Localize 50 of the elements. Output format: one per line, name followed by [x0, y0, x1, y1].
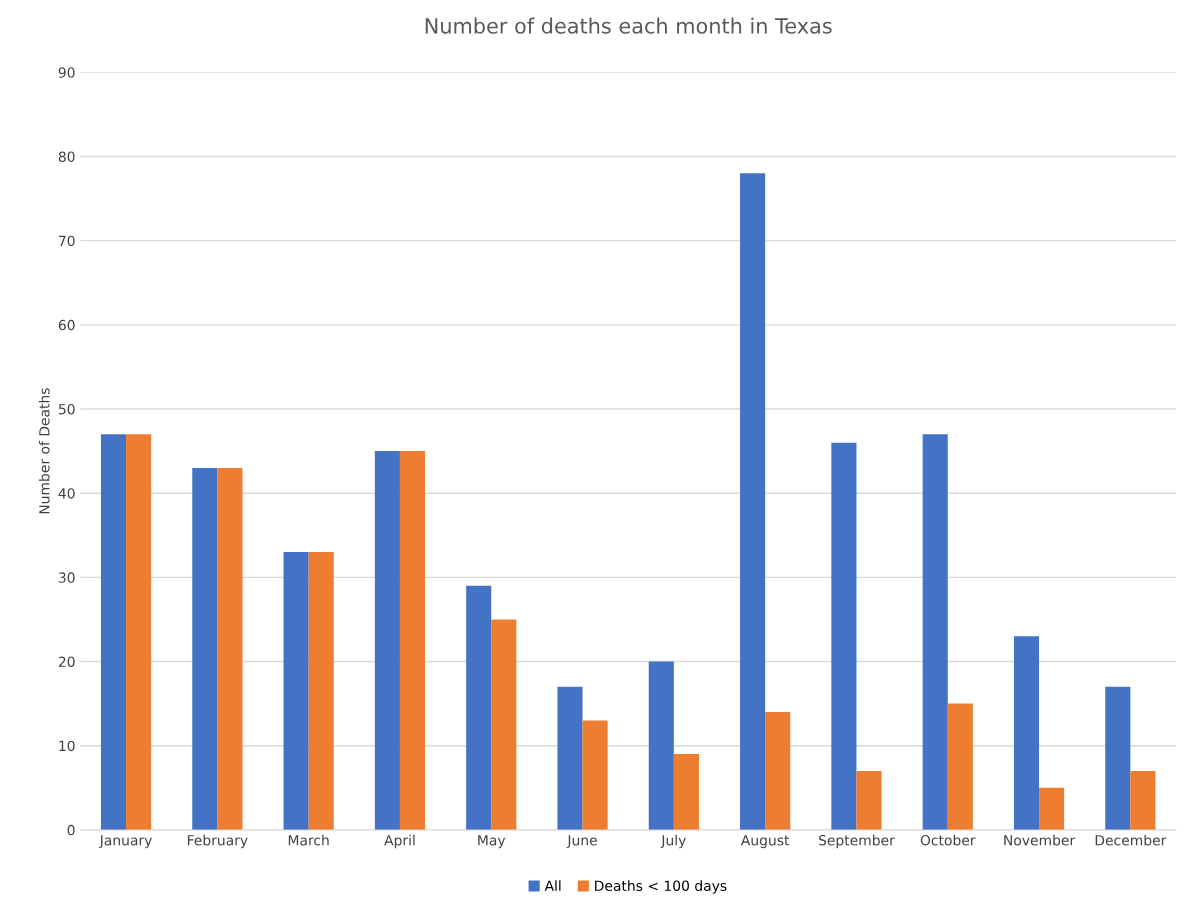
bar	[1013, 636, 1040, 830]
bar	[765, 712, 791, 830]
bar	[399, 451, 426, 830]
y-tick-label: 0	[67, 824, 75, 836]
y-tick-label: 10	[59, 740, 75, 752]
x-tick-label: August	[740, 835, 790, 849]
bar	[947, 703, 973, 830]
x-tick-label: February	[187, 834, 248, 849]
bar	[374, 451, 400, 830]
y-tick-label: 70	[59, 235, 75, 247]
bar	[1039, 787, 1065, 830]
bar	[557, 686, 583, 830]
bar	[283, 552, 309, 830]
bar	[491, 619, 517, 830]
bar	[582, 720, 608, 830]
x-tick-label: October	[920, 834, 976, 846]
bar	[673, 754, 699, 830]
x-tick-label: January	[99, 835, 152, 849]
x-tick-label: April	[384, 834, 415, 849]
bar	[856, 770, 882, 830]
x-tick-label: June	[566, 835, 597, 849]
x-tick-label: May	[478, 835, 506, 849]
y-tick-label: 60	[58, 319, 75, 331]
x-tick-label: March	[288, 834, 329, 846]
y-tick-label: 80	[58, 151, 75, 162]
y-axis-title: Number of Deaths	[38, 388, 50, 514]
bar	[1130, 770, 1156, 830]
bar	[831, 442, 857, 830]
y-tick-label: 20	[58, 656, 75, 667]
y-tick-label: 50	[58, 403, 75, 415]
y-tick-label: 40	[58, 488, 75, 499]
bar	[740, 173, 766, 830]
bar	[466, 585, 492, 830]
chart-title: Number of deaths each month in Texas	[425, 17, 832, 34]
y-tick-label: 30	[58, 572, 75, 583]
bar	[217, 467, 243, 830]
x-tick-label: November	[1004, 834, 1076, 846]
x-tick-label: July	[660, 834, 686, 849]
bar	[922, 434, 948, 830]
bar	[192, 467, 218, 830]
bar	[1105, 686, 1131, 830]
bar	[648, 661, 674, 830]
x-tick-label: December	[1095, 834, 1167, 846]
x-tick-label: September	[818, 834, 895, 849]
y-tick-label: 90	[58, 67, 75, 78]
bar	[126, 434, 152, 830]
bar	[308, 552, 334, 830]
bar	[100, 434, 127, 830]
legend-label: All	[544, 880, 561, 891]
legend-label: Deaths < 100 days	[595, 880, 727, 894]
